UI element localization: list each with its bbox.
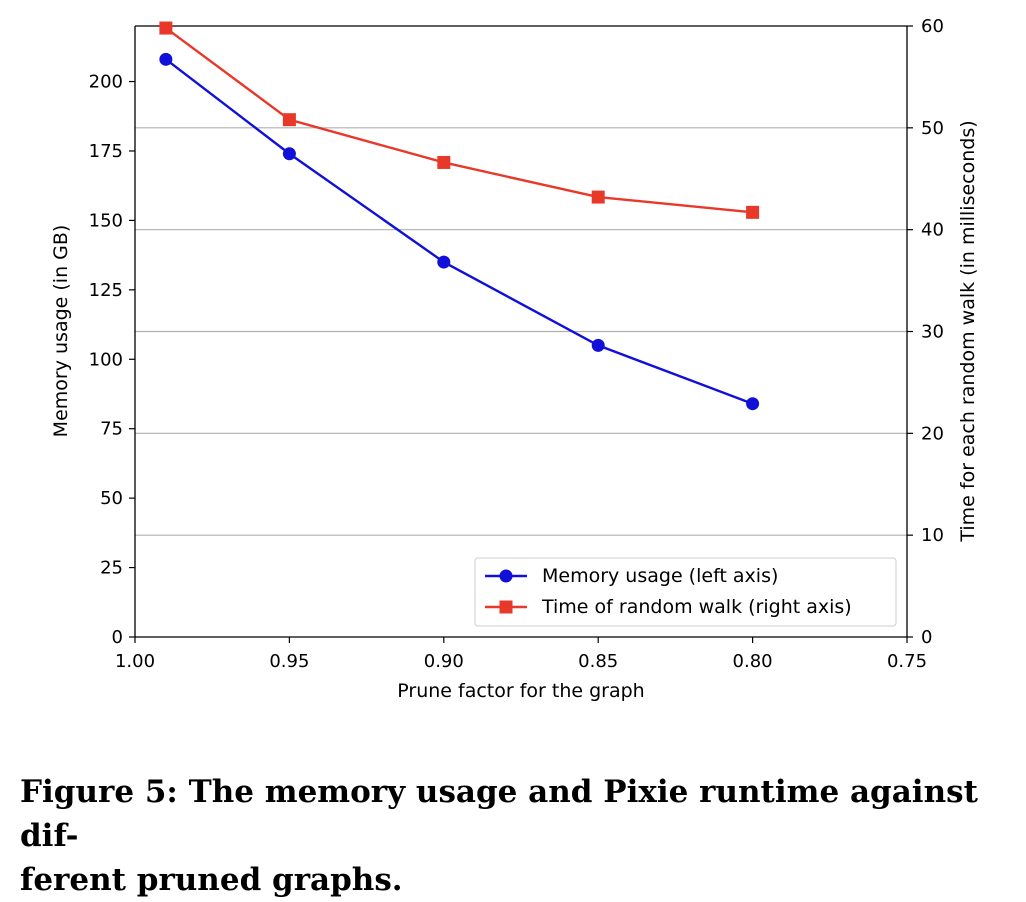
x-tick-label: 1.00 (115, 651, 155, 672)
x-tick-label: 0.85 (578, 651, 618, 672)
time-point (746, 205, 760, 219)
time-point (591, 190, 605, 204)
right-y-tick-label: 10 (921, 525, 944, 546)
caption-line-1: Figure 5: The memory usage and Pixie run… (20, 774, 978, 854)
memory-point (591, 338, 605, 352)
left-y-tick-label: 75 (100, 419, 123, 440)
chart-svg: 1.00 0.95 0.90 0.85 0.80 0.750255075100125150… (50, 16, 979, 702)
legend-label: Memory usage (left axis) (542, 565, 778, 587)
memory-point (437, 255, 451, 269)
time-point (159, 21, 173, 35)
left-y-tick-label: 150 (89, 210, 123, 231)
right-y-axis-label: Time for each random walk (in millisecon… (957, 120, 979, 542)
x-tick-label: 0.80 (733, 651, 773, 672)
memory-point (159, 52, 173, 66)
figure-caption: Figure 5: The memory usage and Pixie run… (20, 770, 1020, 902)
legend-label: Time of random walk (right axis) (541, 596, 852, 618)
left-y-tick-label: 175 (89, 141, 123, 162)
right-y-tick-label: 30 (921, 322, 944, 343)
right-y-tick-label: 20 (921, 423, 944, 444)
legend-marker-circle (499, 569, 513, 583)
right-y-tick-label: 0 (921, 627, 932, 648)
memory-point (282, 147, 296, 161)
time-series-line (165, 27, 753, 214)
left-y-tick-label: 50 (100, 488, 123, 509)
right-y-tick-label: 60 (921, 16, 944, 37)
legend: Memory usage (left axis) Time of random w… (474, 557, 897, 627)
chart: 1.00 0.95 0.90 0.85 0.80 0.75 0 25 50 75 100 125 150… (50, 16, 979, 702)
time-point (437, 155, 451, 169)
left-y-tick-label: 200 (89, 72, 123, 93)
left-y-tick-label: 100 (89, 349, 123, 370)
x-axis-label: Prune factor for the graph (397, 680, 644, 702)
left-y-tick-label: 125 (89, 280, 123, 301)
x-tick-label: 0.90 (424, 651, 464, 672)
x-tick-label: 0.95 (269, 651, 309, 672)
time-point (282, 113, 296, 127)
legend-box (474, 557, 897, 627)
left-y-tick-label: 25 (100, 558, 123, 579)
axes-layer: 1.00 0.95 0.90 0.85 0.80 0.750255075100125150… (89, 16, 944, 672)
left-y-tick-label: 0 (112, 627, 123, 648)
legend-marker-square (499, 600, 513, 614)
memory-point (746, 397, 760, 411)
x-tick-label: 0.75 (887, 651, 927, 672)
grid-layer (135, 127, 907, 536)
caption-line-2: ferent pruned graphs. (20, 862, 403, 898)
series-layer (159, 21, 760, 411)
right-y-tick-label: 40 (921, 220, 944, 241)
right-y-tick-label: 50 (921, 118, 944, 139)
memory-series-line (165, 58, 754, 405)
left-y-axis-label: Memory usage (in GB) (50, 225, 72, 438)
